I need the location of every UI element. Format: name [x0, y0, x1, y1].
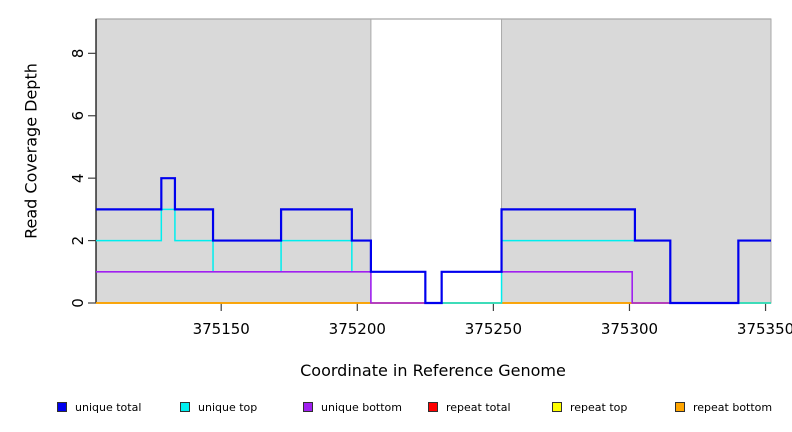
unique-total-line: [96, 177, 771, 305]
unique-bottom-swatch: [303, 402, 313, 412]
legend-item-repeat-total: repeat total: [428, 400, 511, 414]
x-tick-label: 375300: [601, 320, 658, 338]
repeat-bottom-swatch: [675, 402, 685, 412]
legend-label-repeat-bottom: repeat bottom: [693, 400, 773, 414]
legend-item-repeat-bottom: repeat bottom: [675, 400, 772, 414]
unique-top-swatch: [180, 402, 190, 412]
x-tick-label: 375150: [193, 320, 250, 338]
legend-label-unique-bottom: unique bottom: [321, 400, 403, 414]
unique-total-swatch: [57, 402, 67, 412]
x-tick-label: 375350: [737, 320, 792, 338]
legend-label-unique-top: unique top: [198, 400, 258, 414]
repeat-total-swatch: [428, 402, 438, 412]
x-axis-title: Coordinate in Reference Genome: [300, 361, 566, 380]
legend-item-unique-top: unique top: [180, 400, 257, 414]
legend-item-repeat-top: repeat top: [552, 400, 627, 414]
repeat-region-shading: [95, 18, 372, 304]
repeat-top-swatch: [552, 402, 562, 412]
x-tick-label: 375250: [465, 320, 522, 338]
legend-label-repeat-total: repeat total: [446, 400, 511, 414]
y-tick-label: 6: [69, 111, 87, 121]
x-tick-label: 375200: [329, 320, 386, 338]
y-axis-title: Read Coverage Depth: [21, 63, 41, 239]
y-tick-label: 8: [69, 49, 87, 59]
repeat-region-shading: [501, 18, 772, 304]
unique-top-line: [96, 208, 771, 304]
y-tick-label: 2: [69, 236, 87, 246]
legend-item-unique-bottom: unique bottom: [303, 400, 402, 414]
legend-item-unique-total: unique total: [57, 400, 141, 414]
legend-label-repeat-top: repeat top: [570, 400, 628, 414]
legend-label-unique-total: unique total: [75, 400, 142, 414]
chart-legend: unique total unique top unique bottom re…: [0, 400, 792, 418]
y-tick-label: 0: [69, 298, 87, 308]
y-tick-label: 4: [69, 173, 87, 183]
